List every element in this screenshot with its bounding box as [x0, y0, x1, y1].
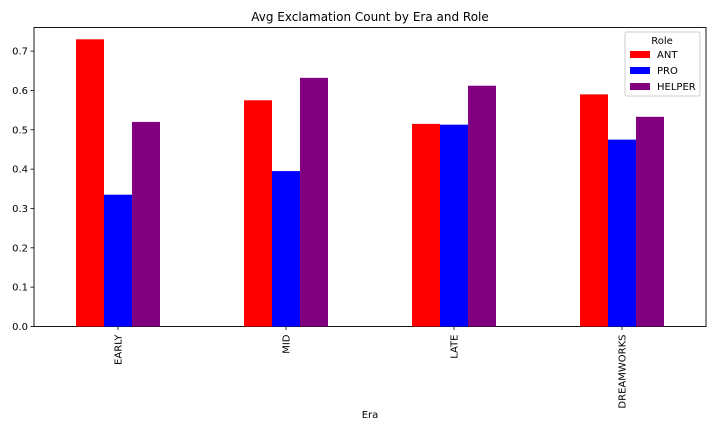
bar-helper-dreamworks [636, 116, 664, 327]
x-tick-label: DREAMWORKS [618, 335, 629, 409]
y-tick-label: 0.0 [12, 322, 28, 333]
x-axis: EARLY MID LATE DREAMWORKS [114, 326, 629, 409]
bar-pro-late [440, 124, 468, 327]
legend-title: Role [651, 36, 673, 47]
legend-swatch-ant [630, 51, 650, 58]
y-tick-label: 0.7 [12, 47, 28, 58]
legend-frame [624, 31, 701, 97]
bar-ant-dreamworks [580, 94, 608, 327]
y-axis: 0.0 0.1 0.2 0.3 0.4 0.5 0.6 0.7 [12, 47, 34, 333]
bar-pro-dreamworks [608, 139, 636, 327]
y-tick-label: 0.1 [12, 283, 28, 294]
bar-ant-mid [244, 100, 272, 327]
bar-ant-early [76, 39, 104, 327]
legend-label-ant: ANT [657, 50, 678, 61]
x-tick-label: LATE [450, 335, 461, 359]
bar-helper-late [468, 85, 496, 327]
y-tick-label: 0.5 [12, 125, 28, 136]
legend-swatch-pro [630, 67, 650, 74]
bar-helper-early [132, 121, 160, 327]
y-tick-label: 0.6 [12, 86, 28, 97]
legend: Role ANT PRO HELPER [624, 31, 701, 97]
bar-pro-mid [272, 171, 300, 327]
legend-label-helper: HELPER [657, 82, 696, 93]
bar-ant-late [412, 123, 440, 327]
bar-helper-mid [300, 77, 328, 327]
bar-pro-early [104, 194, 132, 327]
chart-title: Avg Exclamation Count by Era and Role [251, 10, 489, 24]
legend-swatch-helper [630, 83, 650, 90]
x-tick-label: MID [282, 334, 293, 354]
x-axis-label: Era [362, 410, 379, 421]
legend-label-pro: PRO [657, 66, 678, 77]
bars [76, 39, 664, 327]
y-tick-label: 0.4 [12, 165, 28, 176]
x-tick-label: EARLY [114, 334, 125, 365]
y-tick-label: 0.2 [12, 243, 28, 254]
plot-frame [33, 27, 707, 327]
y-tick-label: 0.3 [12, 204, 28, 215]
